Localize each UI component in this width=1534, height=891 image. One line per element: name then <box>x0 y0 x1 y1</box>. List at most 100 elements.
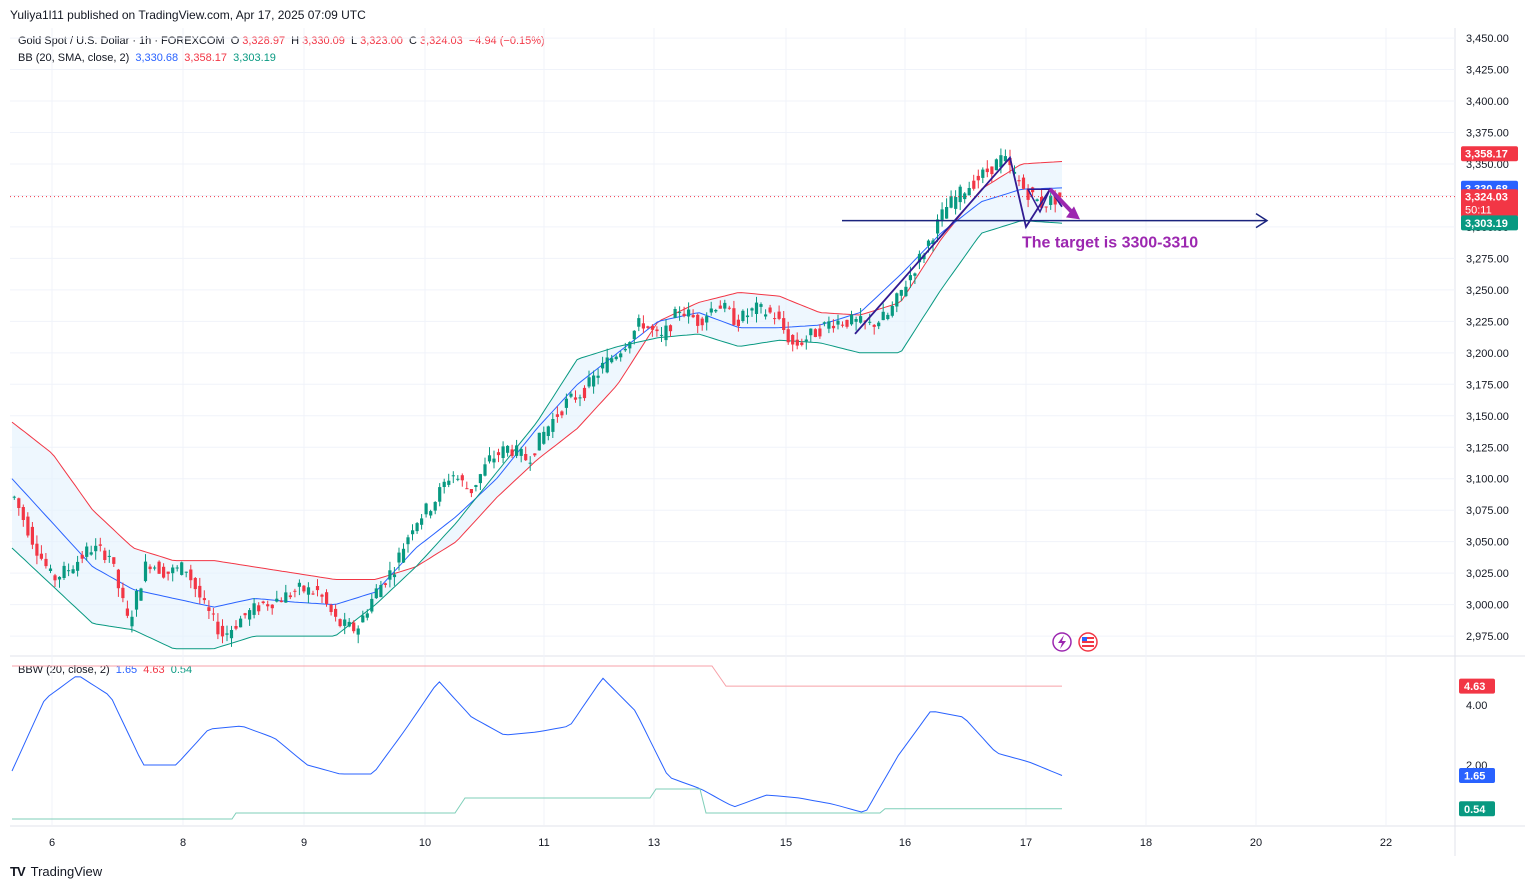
candle-body <box>564 398 568 408</box>
x-tick-label: 16 <box>899 837 911 849</box>
y-tick-label: 3,175.00 <box>1466 379 1509 391</box>
candle-body <box>528 462 532 464</box>
candle-body <box>813 329 817 337</box>
candle-body <box>592 375 596 387</box>
candle-body <box>243 613 247 616</box>
brand-name: TradingView <box>30 864 103 879</box>
candle-body <box>365 613 369 618</box>
candle-body <box>573 397 578 400</box>
axes: 3,450.00 3,425.00 3,400.00 3,375.00 3,350.00… <box>49 33 1518 849</box>
bbw-line <box>11 676 1063 813</box>
candle-body <box>727 307 731 309</box>
close-label: C <box>409 35 417 47</box>
candle-body <box>632 330 636 340</box>
bbw-price-tag-label: 1.65 <box>1464 771 1485 783</box>
candle-body <box>62 565 66 578</box>
candle-body <box>383 583 387 585</box>
candle-body <box>582 387 587 399</box>
candle-body <box>1021 177 1026 189</box>
candle-body <box>836 320 840 325</box>
candle-body <box>112 557 116 564</box>
candle-body <box>71 569 75 574</box>
candle-body <box>1003 156 1007 162</box>
candle-body <box>868 321 872 323</box>
candle-body <box>791 335 795 345</box>
candle-body <box>641 323 645 329</box>
price-tag: 3,303.19 <box>1461 215 1518 231</box>
candle-body <box>850 314 854 325</box>
bb-basis-line <box>11 187 1063 608</box>
candle-body <box>768 307 772 313</box>
candle-body <box>682 313 686 317</box>
candle-body <box>496 452 501 456</box>
bbw-label[interactable]: BBW (20, close, 2) <box>18 664 110 676</box>
candle-body <box>981 169 985 178</box>
candle-body <box>958 186 962 203</box>
y-tick-label: 3,250.00 <box>1466 285 1509 297</box>
candle-body <box>175 567 179 569</box>
countdown-label: 50:11 <box>1465 205 1492 217</box>
candle-body <box>804 339 808 342</box>
candle-body <box>610 358 614 363</box>
candle-body <box>537 432 541 451</box>
flag-stripe <box>1082 645 1094 647</box>
candle-body <box>859 316 863 323</box>
bbw-lowest-line <box>12 788 1062 820</box>
candle-body <box>153 567 157 569</box>
bb-label[interactable]: BB (20, SMA, close, 2) <box>18 52 130 64</box>
candle-body <box>886 314 890 319</box>
candle-body <box>723 302 727 309</box>
candle-body <box>1026 189 1030 200</box>
candle-body <box>759 304 763 307</box>
candle-body <box>465 488 469 490</box>
candle-body <box>501 446 505 458</box>
y-tick-label: 3,150.00 <box>1466 411 1509 423</box>
candle-body <box>270 604 274 609</box>
candle-body <box>44 558 48 567</box>
candle-body <box>510 449 514 456</box>
candle-body <box>809 328 813 336</box>
candle-body <box>125 608 129 616</box>
candle-body <box>279 600 283 603</box>
candle-body <box>1053 194 1057 205</box>
price-tag-bg <box>1461 146 1518 162</box>
candle-body <box>374 588 378 599</box>
footer-brand[interactable]: TV TradingView <box>10 864 102 879</box>
candle-body <box>700 318 704 326</box>
y-tick-label: 3,200.00 <box>1466 348 1509 360</box>
candle-body <box>134 591 139 610</box>
candle-body <box>415 523 419 532</box>
candle-body <box>786 329 790 343</box>
target-annotation: The target is 3300-3310 <box>1022 235 1198 252</box>
candle-body <box>1012 171 1017 174</box>
candle-body <box>85 546 89 557</box>
candle-body <box>967 188 971 196</box>
candle-body <box>338 619 342 627</box>
candle-body <box>26 516 30 536</box>
candle-body <box>275 598 279 602</box>
x-tick-label: 10 <box>419 837 431 849</box>
candle-body <box>207 607 211 611</box>
candle-body <box>130 616 134 627</box>
candle-body <box>193 578 197 590</box>
candle-body <box>483 464 487 476</box>
candle-body <box>266 604 270 607</box>
candle-body <box>732 308 736 325</box>
bbw-price-tag: 1.65 <box>1459 768 1495 783</box>
y-tick-label: 3,125.00 <box>1466 442 1509 454</box>
candle-body <box>1017 180 1021 182</box>
candle-body <box>777 311 781 319</box>
candle-body <box>143 561 148 582</box>
candle-body <box>252 603 256 615</box>
candle-body <box>691 315 695 318</box>
candle-body <box>460 475 464 481</box>
candle-body <box>420 518 424 525</box>
candle-body <box>949 196 953 208</box>
lightning-glyph <box>1058 635 1066 649</box>
x-tick-label: 15 <box>780 837 792 849</box>
candle-body <box>908 275 912 281</box>
candle-body <box>655 329 659 332</box>
candle-body <box>818 328 822 337</box>
